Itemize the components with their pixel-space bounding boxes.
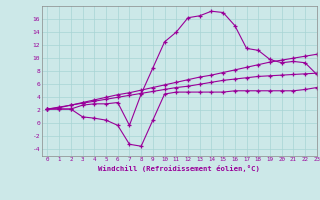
X-axis label: Windchill (Refroidissement éolien,°C): Windchill (Refroidissement éolien,°C) xyxy=(98,165,260,172)
